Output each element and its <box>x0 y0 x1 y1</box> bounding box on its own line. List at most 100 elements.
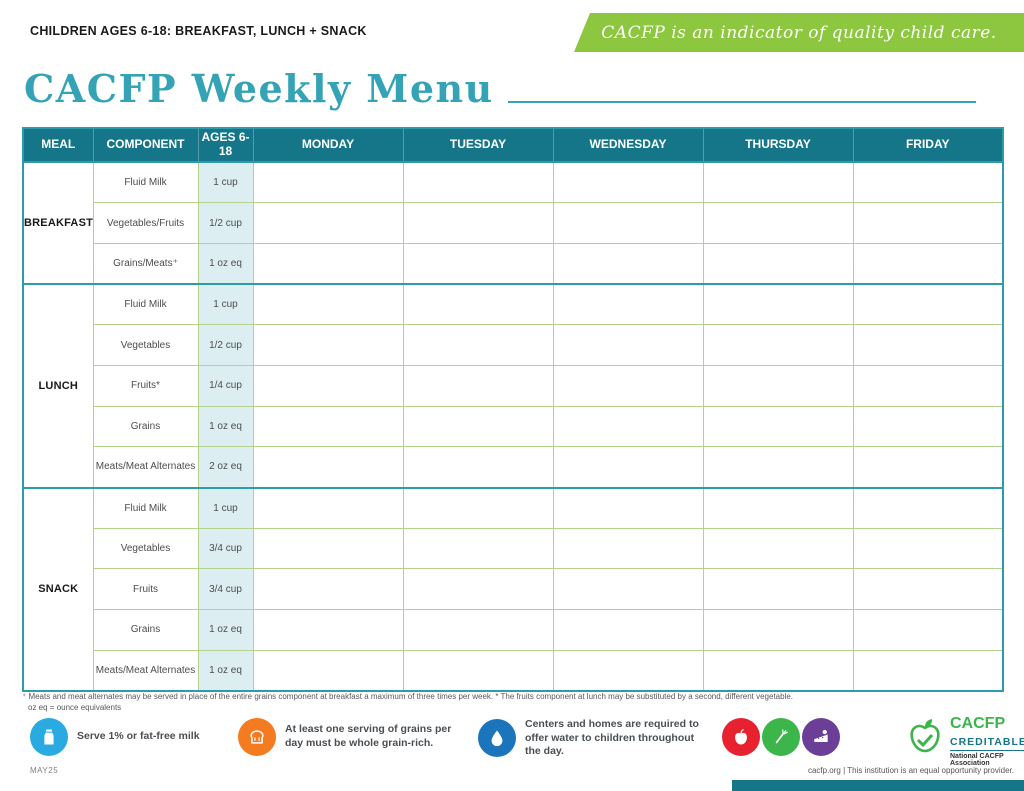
logo-tagline: CREDITABLE <box>950 736 1024 752</box>
menu-cell-tuesday[interactable] <box>402 568 554 611</box>
menu-cell-friday[interactable] <box>852 283 1004 326</box>
menu-cell-friday[interactable] <box>852 527 1004 570</box>
menu-cell-wednesday[interactable] <box>552 405 704 448</box>
menu-cell-wednesday[interactable] <box>552 161 704 204</box>
menu-cell-wednesday[interactable] <box>552 527 704 570</box>
menu-cell-thursday[interactable] <box>702 324 854 366</box>
menu-cell-friday[interactable] <box>852 486 1004 529</box>
menu-cell-friday[interactable] <box>852 446 1004 488</box>
amount-label: 1 cup <box>197 486 254 529</box>
menu-cell-wednesday[interactable] <box>552 649 704 692</box>
food-icon-group <box>722 718 842 756</box>
menu-cell-wednesday[interactable] <box>552 202 704 244</box>
menu-cell-monday[interactable] <box>252 324 404 366</box>
menu-cell-thursday[interactable] <box>702 609 854 651</box>
table-row: LUNCH Fluid Milk 1 cup <box>22 283 1004 489</box>
menu-cell-friday[interactable] <box>852 324 1004 366</box>
amount-label: 1 oz eq <box>197 649 254 692</box>
legend-milk: Serve 1% or fat-free milk <box>30 718 227 756</box>
table-row: Vegetables/Fruits 1/2 cup <box>23 202 1004 244</box>
menu-cell-friday[interactable] <box>852 161 1004 204</box>
menu-cell-tuesday[interactable] <box>402 649 554 692</box>
logo-subtext: National CACFP Association <box>950 753 1004 768</box>
menu-cell-wednesday[interactable] <box>552 364 704 407</box>
menu-cell-monday[interactable] <box>252 568 404 611</box>
amount-label: 3/4 cup <box>197 568 254 611</box>
table-row: Grains 1 oz eq <box>23 405 1004 448</box>
menu-cell-monday[interactable] <box>252 202 404 244</box>
legend-grains: At least one serving of grains per day m… <box>238 718 457 756</box>
legend: Serve 1% or fat-free milk At least one s… <box>0 714 1024 768</box>
menu-cell-friday[interactable] <box>852 649 1004 692</box>
menu-cell-monday[interactable] <box>252 609 404 651</box>
legend-water: Centers and homes are required to offer … <box>478 718 703 759</box>
menu-cell-thursday[interactable] <box>702 283 854 326</box>
amount-label: 3/4 cup <box>197 527 254 570</box>
menu-cell-thursday[interactable] <box>702 446 854 488</box>
menu-cell-tuesday[interactable] <box>402 161 554 204</box>
menu-cell-tuesday[interactable] <box>402 364 554 407</box>
menu-cell-wednesday[interactable] <box>552 446 704 488</box>
page-subtitle: CHILDREN AGES 6-18: BREAKFAST, LUNCH + S… <box>30 24 367 38</box>
menu-cell-friday[interactable] <box>852 405 1004 448</box>
menu-cell-monday[interactable] <box>252 283 404 326</box>
weekly-menu-table: MEAL COMPONENT AGES 6-18 MONDAY TUESDAY … <box>22 127 1004 692</box>
menu-cell-tuesday[interactable] <box>402 527 554 570</box>
component-label: Vegetables <box>92 527 199 570</box>
menu-cell-thursday[interactable] <box>702 486 854 529</box>
menu-cell-monday[interactable] <box>252 364 404 407</box>
menu-cell-thursday[interactable] <box>702 242 854 285</box>
menu-cell-monday[interactable] <box>252 405 404 448</box>
menu-cell-monday[interactable] <box>252 161 404 204</box>
table-row: BREAKFAST Fluid Milk 1 cup <box>22 160 1004 285</box>
menu-cell-monday[interactable] <box>252 649 404 692</box>
component-label: Fruits* <box>92 364 199 407</box>
menu-cell-thursday[interactable] <box>702 405 854 448</box>
table-row: Meats/Meat Alternates 1 oz eq <box>23 649 1004 692</box>
menu-cell-friday[interactable] <box>852 242 1004 285</box>
table-row: Grains 1 oz eq <box>23 609 1004 651</box>
footnotes: ⁺ Meats and meat alternates may be serve… <box>22 692 1002 714</box>
menu-cell-thursday[interactable] <box>702 568 854 611</box>
component-label: Fluid Milk <box>92 283 199 326</box>
menu-cell-friday[interactable] <box>852 568 1004 611</box>
column-header-ages: AGES 6-18 <box>197 128 253 162</box>
menu-cell-wednesday[interactable] <box>552 283 704 326</box>
table-row: Fruits* 1/4 cup <box>23 364 1004 407</box>
menu-cell-tuesday[interactable] <box>402 446 554 488</box>
menu-cell-thursday[interactable] <box>702 161 854 204</box>
menu-cell-tuesday[interactable] <box>402 324 554 366</box>
menu-cell-wednesday[interactable] <box>552 486 704 529</box>
menu-cell-wednesday[interactable] <box>552 242 704 285</box>
menu-cell-monday[interactable] <box>252 446 404 488</box>
amount-label: 1 oz eq <box>197 405 254 448</box>
menu-cell-tuesday[interactable] <box>402 609 554 651</box>
menu-cell-thursday[interactable] <box>702 649 854 692</box>
menu-cell-monday[interactable] <box>252 527 404 570</box>
menu-cell-thursday[interactable] <box>702 364 854 407</box>
menu-cell-thursday[interactable] <box>702 202 854 244</box>
component-label: Fluid Milk <box>92 161 199 204</box>
menu-cell-wednesday[interactable] <box>552 324 704 366</box>
meal-label-snack: SNACK <box>22 486 94 692</box>
menu-cell-thursday[interactable] <box>702 527 854 570</box>
menu-cell-tuesday[interactable] <box>402 202 554 244</box>
menu-cell-tuesday[interactable] <box>402 486 554 529</box>
column-header-component: COMPONENT <box>92 128 198 162</box>
footer-version: MAY25 <box>30 766 59 775</box>
menu-cell-tuesday[interactable] <box>402 283 554 326</box>
legend-grains-text: At least one serving of grains per day m… <box>285 723 452 749</box>
amount-label: 1 oz eq <box>197 242 254 285</box>
menu-cell-wednesday[interactable] <box>552 609 704 651</box>
menu-cell-friday[interactable] <box>852 609 1004 651</box>
title-block: CACFP Weekly Menu <box>24 70 976 108</box>
menu-cell-tuesday[interactable] <box>402 242 554 285</box>
component-label: Meats/Meat Alternates <box>92 649 199 692</box>
menu-cell-monday[interactable] <box>252 486 404 529</box>
column-header-meal: MEAL <box>23 128 93 162</box>
menu-cell-friday[interactable] <box>852 202 1004 244</box>
menu-cell-friday[interactable] <box>852 364 1004 407</box>
menu-cell-wednesday[interactable] <box>552 568 704 611</box>
menu-cell-monday[interactable] <box>252 242 404 285</box>
menu-cell-tuesday[interactable] <box>402 405 554 448</box>
